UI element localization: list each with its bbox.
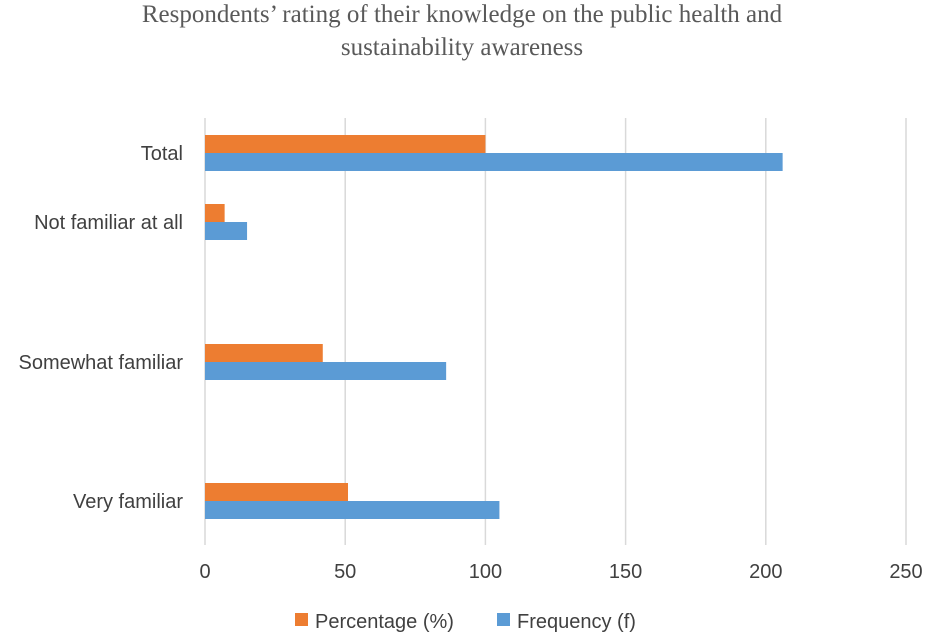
legend-label: Percentage (%) bbox=[315, 611, 454, 633]
category-label: Somewhat familiar bbox=[18, 352, 183, 374]
x-tick-label: 250 bbox=[889, 561, 922, 583]
bar-frequency-somewhat-familiar[interactable] bbox=[205, 362, 447, 380]
gridlines bbox=[204, 118, 907, 545]
category-labels: Total Not familiar at all Somewhat familia… bbox=[18, 143, 183, 513]
legend-swatch bbox=[295, 613, 308, 626]
chart-title-line-1: Respondents’ rating of their knowledge o… bbox=[142, 1, 783, 28]
chart-title: Respondents’ rating of their knowledge o… bbox=[142, 1, 783, 61]
bars bbox=[205, 135, 783, 519]
category-label: Very familiar bbox=[73, 491, 183, 513]
category-label: Total bbox=[141, 143, 183, 165]
x-axis-ticks: 0 50 100 150 200 250 bbox=[199, 561, 922, 583]
bar-percentage-total[interactable] bbox=[205, 135, 486, 153]
x-tick-label: 50 bbox=[334, 561, 356, 583]
legend-swatch bbox=[497, 613, 510, 626]
bar-frequency-total[interactable] bbox=[205, 153, 783, 171]
x-tick-label: 0 bbox=[199, 561, 210, 583]
x-tick-label: 100 bbox=[469, 561, 502, 583]
bar-frequency-not-familiar-at-all[interactable] bbox=[205, 222, 248, 240]
bar-percentage-somewhat-familiar[interactable] bbox=[205, 344, 323, 362]
bar-frequency-very-familiar[interactable] bbox=[205, 501, 500, 519]
x-tick-label: 200 bbox=[749, 561, 782, 583]
legend-item-percentage[interactable]: Percentage (%) bbox=[295, 611, 454, 633]
bar-percentage-not-familiar-at-all[interactable] bbox=[205, 204, 225, 222]
x-tick-label: 150 bbox=[609, 561, 642, 583]
legend-label: Frequency (f) bbox=[517, 611, 636, 633]
legend-item-frequency[interactable]: Frequency (f) bbox=[497, 611, 636, 633]
category-label: Not familiar at all bbox=[34, 212, 183, 234]
legend[interactable]: Percentage (%) Frequency (f) bbox=[295, 611, 636, 633]
bar-percentage-very-familiar[interactable] bbox=[205, 483, 349, 501]
chart-title-line-2: sustainability awareness bbox=[341, 34, 583, 61]
